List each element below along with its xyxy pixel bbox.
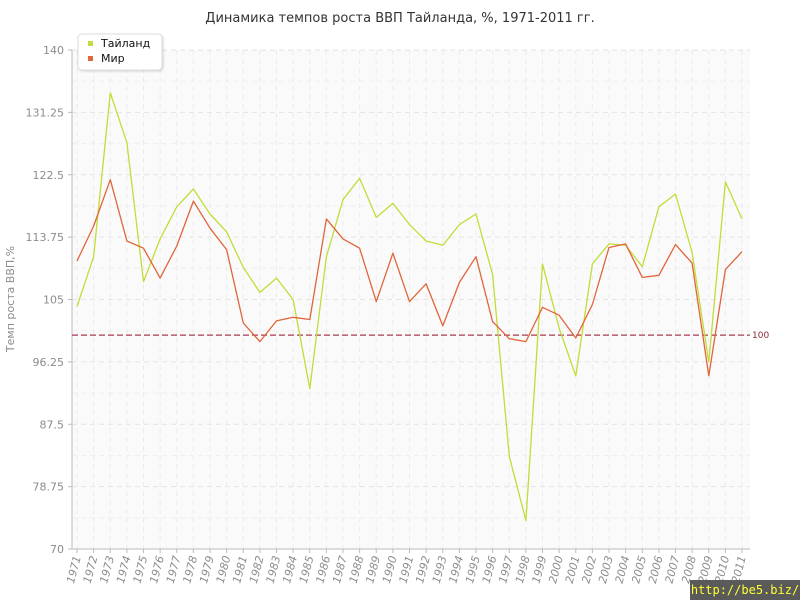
y-tick-labels: 70 78.75 87.5 96.25 105 113.75 122.5 131.25 140 [26,44,72,556]
y-tick-label: 140 [43,44,64,57]
legend-marker-world [88,56,93,61]
grid [72,49,750,549]
legend-box [77,33,163,71]
legend: Тайланд Мир [77,33,163,71]
watermark: http://be5.biz/ [690,580,800,600]
legend-label-world: Мир [101,52,125,65]
chart-title: Динамика темпов роста ВВП Тайланда, %, 1… [205,11,594,26]
series-line-world [76,179,743,377]
y-tick-label: 70 [50,543,64,556]
y-axis-label: Темп роста ВВП,% [4,246,17,353]
y-tick-label: 122.5 [33,169,65,182]
x-tick-labels: 1971197219731974197519761977197819791980… [64,549,749,585]
series-line-thailand [76,92,743,522]
y-tick-label: 78.75 [33,481,65,494]
legend-marker-thailand [88,41,93,46]
legend-label-thailand: Тайланд [100,37,151,50]
y-tick-label: 87.5 [40,418,65,431]
reference-label: 100 [752,331,769,341]
y-tick-label: 113.75 [26,231,65,244]
y-tick-label: 105 [43,294,64,307]
series-group [76,92,743,522]
reference-line-group: 100 [72,331,769,341]
y-tick-label: 96.25 [33,356,65,369]
y-tick-label: 131.25 [26,106,65,119]
